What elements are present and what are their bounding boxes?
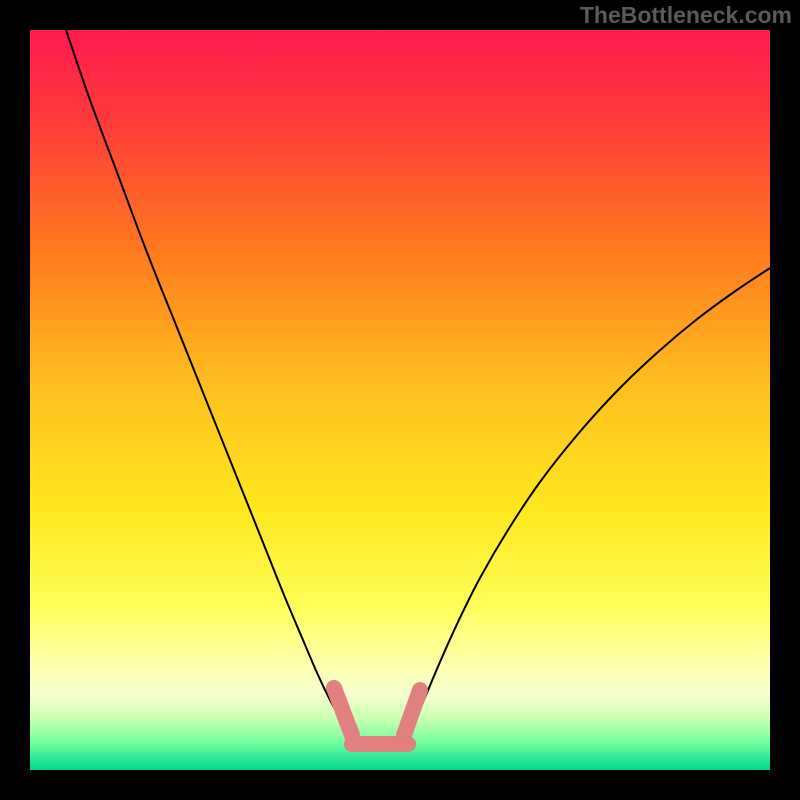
curve-right (409, 268, 770, 732)
watermark-text: TheBottleneck.com (580, 2, 792, 29)
curve-left (66, 30, 348, 732)
chart-canvas: TheBottleneck.com (0, 0, 800, 800)
plot-area (30, 30, 770, 770)
marker-segment (334, 688, 352, 735)
bottom-u-marker (334, 688, 420, 744)
curves-layer (30, 30, 770, 770)
marker-segment (404, 690, 420, 735)
